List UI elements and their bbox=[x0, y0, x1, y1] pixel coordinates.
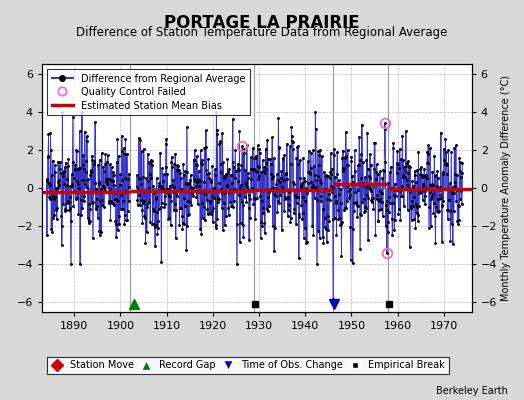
Text: Difference of Station Temperature Data from Regional Average: Difference of Station Temperature Data f… bbox=[77, 26, 447, 39]
Y-axis label: Monthly Temperature Anomaly Difference (°C): Monthly Temperature Anomaly Difference (… bbox=[501, 75, 511, 301]
Text: PORTAGE LA PRAIRIE: PORTAGE LA PRAIRIE bbox=[164, 14, 360, 32]
Legend: Station Move, Record Gap, Time of Obs. Change, Empirical Break: Station Move, Record Gap, Time of Obs. C… bbox=[47, 356, 449, 374]
Text: Berkeley Earth: Berkeley Earth bbox=[436, 386, 508, 396]
